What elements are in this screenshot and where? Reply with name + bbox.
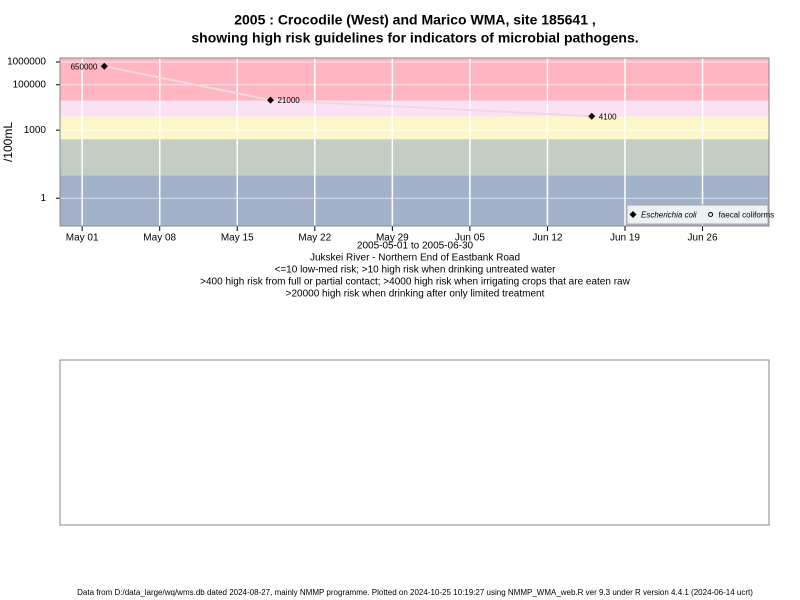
x-tick-label: May 29 [376,233,409,244]
note: >20000 high risk when drinking after onl… [286,289,545,300]
data-label: 4100 [599,112,617,121]
x-axis-label: Jukskei River - Northern End of Eastbank… [310,253,520,264]
legend-label: Escherichia coli [641,211,697,220]
x-tick-label: May 01 [66,233,99,244]
risk-band [60,116,769,140]
legend-marker [629,211,637,218]
y-tick-label: 1 [40,193,46,204]
y-tick-label: 1000 [24,125,47,136]
x-tick-label: May 22 [298,233,331,244]
y-axis-label: /100mL [1,122,15,162]
y-tick-label: 100000 [13,79,47,90]
note: >400 high risk from full or partial cont… [200,277,630,288]
data-label: 21000 [277,96,300,105]
data-label: 650000 [71,62,98,71]
legend-box [626,204,769,225]
point [100,62,108,70]
chart-subtitle: showing high risk guidelines for indicat… [191,30,638,46]
risk-band [60,139,769,176]
x-tick-label: Jun 19 [610,233,640,244]
empty-panel [59,359,770,526]
x-tick-label: May 15 [221,233,254,244]
x-tick-label: May 08 [143,233,176,244]
x-tick-label: Jun 26 [688,233,718,244]
point [588,112,596,120]
plot-frame [59,57,770,227]
legend-label: faecal coliforms [719,211,775,220]
risk-band [60,100,769,117]
footer: Data from D:/data_large/wq/wms.db dated … [77,588,753,597]
point [266,96,274,104]
risk-band [60,58,769,101]
x-tick-label: Jun 12 [532,233,562,244]
chart-title: 2005 : Crocodile (West) and Marico WMA, … [234,12,596,28]
y-tick-label: 1000000 [7,57,46,68]
x-tick-label: Jun 05 [455,233,485,244]
legend-marker [708,212,714,217]
x-axis-label: 2005-05-01 to 2005-06-30 [357,241,474,252]
note: <=10 low-med risk; >10 high risk when dr… [275,265,557,276]
